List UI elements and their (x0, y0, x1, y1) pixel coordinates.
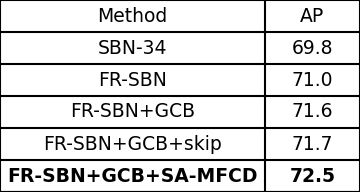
Text: 69.8: 69.8 (292, 39, 333, 57)
Text: 71.7: 71.7 (292, 135, 333, 153)
Text: FR-SBN+GCB+skip: FR-SBN+GCB+skip (43, 135, 222, 153)
Text: FR-SBN: FR-SBN (98, 70, 167, 89)
Text: Method: Method (97, 7, 167, 26)
Text: 71.0: 71.0 (292, 70, 333, 89)
Text: FR-SBN+GCB: FR-SBN+GCB (70, 103, 195, 122)
Text: 72.5: 72.5 (289, 166, 335, 185)
Text: FR-SBN+GCB+SA-MFCD: FR-SBN+GCB+SA-MFCD (7, 166, 257, 185)
Text: 71.6: 71.6 (292, 103, 333, 122)
Text: AP: AP (300, 7, 324, 26)
Text: SBN-34: SBN-34 (98, 39, 167, 57)
